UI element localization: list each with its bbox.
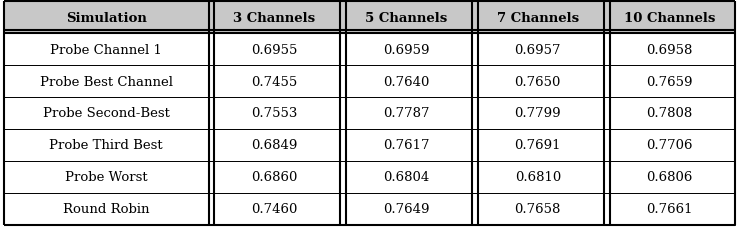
Text: 0.6955: 0.6955 (251, 43, 298, 57)
Text: 0.7691: 0.7691 (514, 139, 561, 152)
Text: Probe Channel 1: Probe Channel 1 (50, 43, 162, 57)
Text: Probe Second-Best: Probe Second-Best (43, 107, 169, 120)
Text: 0.7706: 0.7706 (646, 139, 692, 152)
Text: 0.7455: 0.7455 (251, 75, 298, 88)
Bar (4, 66, 208, 98)
Text: 0.7661: 0.7661 (646, 202, 692, 215)
Bar (4, 193, 208, 225)
Bar (604, 2, 735, 34)
Text: 10 Channels: 10 Channels (624, 12, 715, 25)
Text: 0.6810: 0.6810 (514, 170, 561, 184)
Bar (604, 66, 735, 98)
Text: 0.6958: 0.6958 (647, 43, 692, 57)
Bar (472, 2, 604, 34)
Bar (4, 129, 208, 161)
Bar (604, 34, 735, 66)
Text: 0.6957: 0.6957 (514, 43, 561, 57)
Text: 0.7617: 0.7617 (383, 139, 429, 152)
Text: 0.7659: 0.7659 (646, 75, 692, 88)
Text: 0.6806: 0.6806 (647, 170, 692, 184)
Text: Round Robin: Round Robin (63, 202, 149, 215)
Bar (604, 193, 735, 225)
Bar (472, 98, 604, 129)
Text: 0.7460: 0.7460 (251, 202, 298, 215)
Bar (340, 129, 472, 161)
Text: 0.7649: 0.7649 (383, 202, 429, 215)
Bar (472, 66, 604, 98)
Text: Probe Third Best: Probe Third Best (50, 139, 163, 152)
Bar (208, 2, 340, 34)
Bar (604, 161, 735, 193)
Text: 0.7658: 0.7658 (514, 202, 561, 215)
Text: 0.6860: 0.6860 (251, 170, 298, 184)
Text: Probe Worst: Probe Worst (65, 170, 148, 184)
Bar (340, 193, 472, 225)
Text: 0.7808: 0.7808 (647, 107, 692, 120)
Bar (208, 98, 340, 129)
Bar (208, 161, 340, 193)
Bar (340, 161, 472, 193)
Bar (4, 98, 208, 129)
Bar (208, 193, 340, 225)
Text: 5 Channels: 5 Channels (365, 12, 447, 25)
Bar (208, 66, 340, 98)
Bar (340, 34, 472, 66)
Text: 0.6849: 0.6849 (251, 139, 298, 152)
Text: 7 Channels: 7 Channels (497, 12, 579, 25)
Text: 0.6804: 0.6804 (383, 170, 429, 184)
Text: 0.7553: 0.7553 (251, 107, 298, 120)
Text: 0.7650: 0.7650 (514, 75, 561, 88)
Text: 0.7640: 0.7640 (383, 75, 429, 88)
Bar (472, 193, 604, 225)
Bar (472, 34, 604, 66)
Bar (340, 2, 472, 34)
Bar (4, 161, 208, 193)
Text: Probe Best Channel: Probe Best Channel (40, 75, 173, 88)
Bar (604, 98, 735, 129)
Bar (4, 2, 208, 34)
Text: 3 Channels: 3 Channels (234, 12, 316, 25)
Bar (340, 66, 472, 98)
Text: 0.7787: 0.7787 (383, 107, 429, 120)
Bar (340, 98, 472, 129)
Bar (208, 34, 340, 66)
Bar (208, 129, 340, 161)
Text: 0.7799: 0.7799 (514, 107, 561, 120)
Text: Simulation: Simulation (66, 12, 146, 25)
Bar (4, 34, 208, 66)
Bar (472, 161, 604, 193)
Text: 0.6959: 0.6959 (383, 43, 429, 57)
Bar (604, 129, 735, 161)
Bar (472, 129, 604, 161)
